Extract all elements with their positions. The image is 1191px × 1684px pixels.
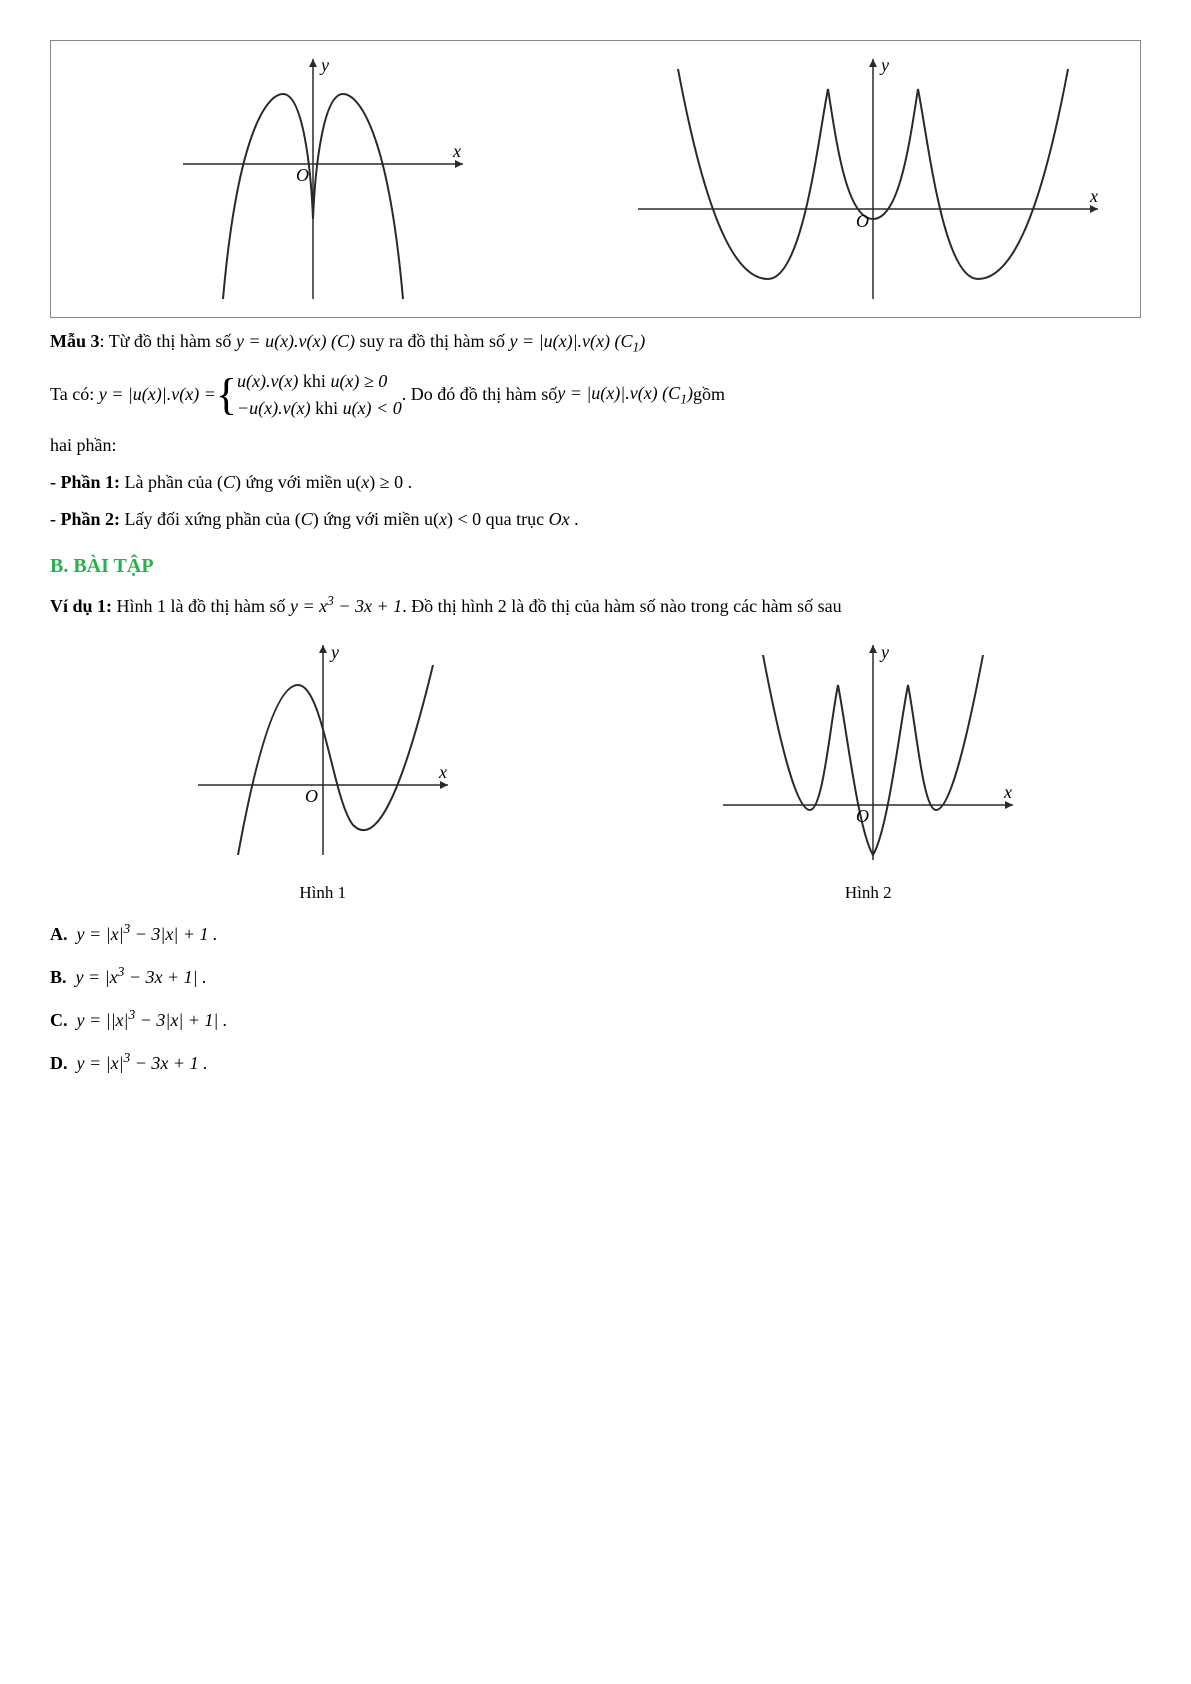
x-axis-label: x [452, 141, 461, 161]
option-b: B. y = |x3 − 3x + 1| . [50, 962, 1141, 991]
svg-text:O: O [856, 806, 869, 826]
case1: u(x).v(x) khi u(x) ≥ 0 [237, 368, 402, 395]
mau3-text-a: : Từ đồ thị hàm số [100, 331, 236, 351]
mid-graph-row: y x O Hình 1 y x O Hình 2 [50, 630, 1141, 906]
hinh2-cell: y x O Hình 2 [596, 630, 1142, 906]
svg-text:x: x [438, 762, 447, 782]
vidu1: Ví dụ 1: Hình 1 là đồ thị hàm số y = x3 … [50, 591, 1141, 620]
opt-a-label: A. [50, 924, 68, 944]
hinh2-graph: y x O [708, 630, 1028, 870]
phan1-label: - Phần 1: [50, 472, 120, 492]
phan1: - Phần 1: Là phần của (C) ứng với miền u… [50, 469, 1141, 496]
vidu1-label: Ví dụ 1: [50, 596, 112, 616]
option-d: D. y = |x|3 − 3x + 1 . [50, 1048, 1141, 1077]
origin-label: O [856, 211, 869, 231]
phan2-text: Lấy đối xứng phần của (C) ứng với miền u… [125, 509, 579, 529]
taco-tail: gồm [693, 381, 725, 408]
piecewise: { u(x).v(x) khi u(x) ≥ 0 −u(x).v(x) khi … [216, 368, 402, 422]
curve-graph-left: y x O [163, 49, 483, 309]
taco-lhs: y = |u(x)|.v(x) = [99, 381, 216, 408]
svg-text:y: y [879, 642, 889, 662]
opt-a-eq: y = |x|3 − 3|x| + 1 . [77, 924, 218, 944]
graph-mau3-right: y x O [596, 41, 1141, 317]
y-axis-label: y [879, 55, 889, 75]
opt-d-label: D. [50, 1053, 68, 1073]
vidu1-eq: y = x3 − 3x + 1 [290, 596, 402, 616]
vidu1-text-b: . Đồ thị hình 2 là đồ thị của hàm số nào… [402, 596, 841, 616]
svg-text:y: y [329, 642, 339, 662]
mau3-line: Mẫu 3: Từ đồ thị hàm số y = u(x).v(x) (C… [50, 328, 1141, 358]
hinh1-graph: y x O [183, 630, 463, 870]
options: A. y = |x|3 − 3|x| + 1 . B. y = |x3 − 3x… [50, 919, 1141, 1077]
svg-text:O: O [305, 786, 318, 806]
mau3-label: Mẫu 3 [50, 331, 100, 351]
phan2: - Phần 2: Lấy đối xứng phần của (C) ứng … [50, 506, 1141, 533]
case2: −u(x).v(x) khi u(x) < 0 [237, 395, 402, 422]
curve-graph-right: y x O [618, 49, 1118, 309]
top-graph-row: y x O y x O [50, 40, 1141, 318]
phan2-label: - Phần 2: [50, 509, 120, 529]
option-a: A. y = |x|3 − 3|x| + 1 . [50, 919, 1141, 948]
opt-c-label: C. [50, 1010, 68, 1030]
taco-rhs: y = |u(x)|.v(x) (C1) [557, 380, 693, 410]
opt-b-label: B. [50, 967, 67, 987]
svg-text:x: x [1003, 782, 1012, 802]
phan1-text: Là phần của (C) ứng với miền u(x) ≥ 0 . [125, 472, 413, 492]
hinh1-cell: y x O Hình 1 [50, 630, 596, 906]
taco-line: Ta có: y = |u(x)|.v(x) = { u(x).v(x) khi… [50, 368, 1141, 422]
opt-d-eq: y = |x|3 − 3x + 1 . [77, 1053, 208, 1073]
hinh2-caption: Hình 2 [596, 880, 1142, 906]
mau3-text-b: suy ra đồ thị hàm số [355, 331, 510, 351]
opt-c-eq: y = ||x|3 − 3|x| + 1| . [77, 1010, 228, 1030]
vidu1-text-a: Hình 1 là đồ thị hàm số [112, 596, 290, 616]
hai-phan: hai phần: [50, 432, 1141, 459]
opt-b-eq: y = |x3 − 3x + 1| . [76, 967, 207, 987]
hinh1-caption: Hình 1 [50, 880, 596, 906]
taco-label: Ta có: [50, 381, 94, 408]
taco-mid: . Do đó đồ thị hàm số [402, 381, 558, 408]
x-axis-label: x [1089, 186, 1098, 206]
mau3-eq2: y = |u(x)|.v(x) (C1) [510, 331, 646, 351]
section-b-title: B. BÀI TẬP [50, 551, 1141, 581]
option-c: C. y = ||x|3 − 3|x| + 1| . [50, 1005, 1141, 1034]
mau3-eq1: y = u(x).v(x) (C) [236, 331, 355, 351]
y-axis-label: y [319, 55, 329, 75]
origin-label: O [296, 165, 309, 185]
graph-mau3-left: y x O [51, 41, 596, 317]
